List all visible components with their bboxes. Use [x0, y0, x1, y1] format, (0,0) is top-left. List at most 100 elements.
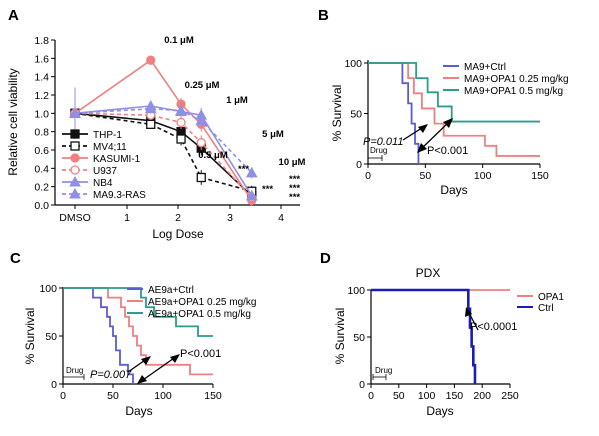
x-tick-label: 150	[531, 170, 549, 182]
panel-a-significance: *** *** *** *** ***	[238, 164, 300, 203]
panel-b-ticks: 0 50 100 0 50 100 150	[344, 58, 548, 182]
panel-d-drug-label: Drug	[375, 366, 392, 375]
km-curve-ma9-opa1-0-25-mg-kg	[368, 62, 540, 157]
legend-label: OPA1	[538, 292, 564, 303]
legend-label: U937	[93, 166, 117, 177]
data-point	[196, 138, 206, 148]
panel-c-ylabel: % Survival	[23, 308, 37, 365]
panel-d-ylabel: % Survival	[333, 308, 347, 365]
data-point	[146, 119, 156, 129]
legend-item: MA9+OPA1 0.5 mg/kg	[443, 86, 563, 97]
legend-label: MA9+OPA1 0.5 mg/kg	[464, 86, 563, 97]
panel-d-pvalue-annotation: P<0.0001	[465, 307, 517, 333]
legend-item: MA9+OPA1 0.25 mg/kg	[443, 74, 569, 85]
legend-item: AE9a+OPA1 0.25 mg/kg	[127, 297, 257, 308]
panel-b-drug-label: Drug	[370, 146, 387, 155]
panel-d-series	[371, 288, 510, 384]
dose-label-0.25: 0.25 μM	[185, 80, 220, 91]
y-tick-label: 1.2	[34, 90, 49, 102]
data-point	[69, 107, 81, 118]
y-tick-label: 100	[344, 58, 362, 70]
y-tick-label: 1.0	[34, 108, 49, 120]
legend-item: AE9a+Ctrl	[127, 285, 194, 296]
sig-star: ***	[289, 183, 300, 194]
data-point	[176, 134, 186, 144]
legend-item: KASUMI-1	[62, 153, 141, 165]
pvalue-label: P<0.001	[427, 145, 468, 157]
y-tick-label: 1.6	[34, 53, 49, 65]
km-curve-ma9-ctrl	[368, 62, 420, 164]
legend-item: MV4;11	[62, 141, 127, 153]
y-tick-label: 0	[51, 379, 57, 391]
data-point	[175, 104, 187, 116]
legend-label: NB4	[93, 178, 113, 189]
legend-label: AE9a+Ctrl	[148, 285, 194, 296]
legend-label: AE9a+OPA1 0.5 mg/kg	[148, 309, 251, 320]
x-tick-label: 1	[124, 212, 130, 224]
sig-star: ***	[289, 174, 300, 185]
legend-item: THP-1	[62, 129, 122, 141]
km-curve-ctrl	[371, 288, 477, 384]
panel-d-ticks: 0 50 100 0 50 100 150 200 250	[347, 285, 518, 402]
legend-item: MA9.3-RAS	[62, 187, 146, 201]
panel-b-series	[368, 62, 540, 164]
legend-label: MA9+OPA1 0.25 mg/kg	[464, 74, 569, 85]
panel-c-xlabel: Days	[125, 404, 152, 418]
panel-c: C 0 50 100 0 50 100 150 % Survival Days Drug P…	[10, 250, 257, 418]
pvalue-label: P<0.001	[180, 348, 221, 360]
legend-label: THP-1	[93, 130, 122, 141]
data-point	[69, 187, 81, 199]
legend-label: MA9+Ctrl	[464, 62, 506, 73]
panel-a-y-ticks: 0.0 0.2 0.4 0.6 0.8 1.0 1.2 1.4 1.6 1.8	[34, 35, 55, 212]
data-point	[70, 141, 80, 151]
pvalue-label: P=0.011	[363, 136, 403, 148]
x-tick-label: 4	[278, 212, 284, 224]
y-tick-label: 0	[356, 159, 362, 171]
legend-item: OPA1	[517, 292, 564, 303]
x-tick-label: 50	[107, 390, 119, 402]
legend-label: MV4;11	[93, 142, 127, 153]
y-tick-label: 0.4	[34, 163, 49, 175]
x-tick-label: 2	[175, 212, 181, 224]
panel-c-drug-label: Drug	[66, 366, 83, 375]
legend-item: U937	[62, 165, 117, 177]
y-tick-label: 50	[45, 331, 57, 343]
x-tick-label: 100	[418, 390, 436, 402]
x-tick-label: 0	[368, 390, 374, 402]
panel-c-drug-window: Drug	[62, 366, 85, 380]
panel-a-dose-annotations: 0.1 μM 0.25 μM 0.5 μM 1 μM 5 μM 10 μM	[164, 35, 305, 168]
panel-a-x-ticks: DMSO 1 2 3 4	[59, 205, 284, 224]
data-point	[195, 114, 208, 126]
panel-c-ticks: 0 50 100 0 50 100 150	[39, 283, 221, 402]
panel-b-drug-window: Drug	[367, 146, 387, 161]
y-tick-label: 100	[347, 285, 365, 297]
sig-star: ***	[238, 164, 249, 175]
data-point	[146, 55, 156, 65]
y-tick-label: 0	[359, 379, 365, 391]
legend-item: MA9+Ctrl	[443, 62, 506, 73]
x-tick-label: 3	[227, 212, 233, 224]
x-tick-label: 250	[501, 390, 519, 402]
x-tick-label: DMSO	[59, 212, 91, 224]
x-tick-label: 0	[365, 170, 371, 182]
x-tick-label: 200	[473, 390, 491, 402]
sig-star: ***	[262, 184, 273, 195]
y-tick-label: 0.2	[34, 182, 49, 194]
km-curve-ma9-opa1-0-5-mg-kg	[368, 62, 540, 123]
panel-b: B 0 50 100 0 50 100 150 % Survival Days Drug P…	[318, 7, 569, 197]
dose-label-0.1: 0.1 μM	[164, 35, 194, 46]
panel-d-drug-window: Drug	[372, 366, 392, 380]
y-tick-label: 1.4	[34, 72, 49, 84]
km-curve-ae9a-opa1-0-5-mg-kg	[63, 287, 213, 337]
panel-b-letter: B	[318, 7, 329, 24]
dose-label-0.5: 0.5 μM	[198, 150, 228, 161]
km-curve-ae9a-ctrl	[63, 287, 134, 384]
legend-label: AE9a+OPA1 0.25 mg/kg	[148, 297, 257, 308]
panel-a-series	[69, 55, 258, 206]
data-point	[245, 189, 258, 201]
panel-c-pvalue-annotations: P=0.007 P<0.001	[90, 348, 221, 384]
pvalue-label: P<0.0001	[470, 321, 517, 333]
x-tick-label: 150	[446, 390, 464, 402]
